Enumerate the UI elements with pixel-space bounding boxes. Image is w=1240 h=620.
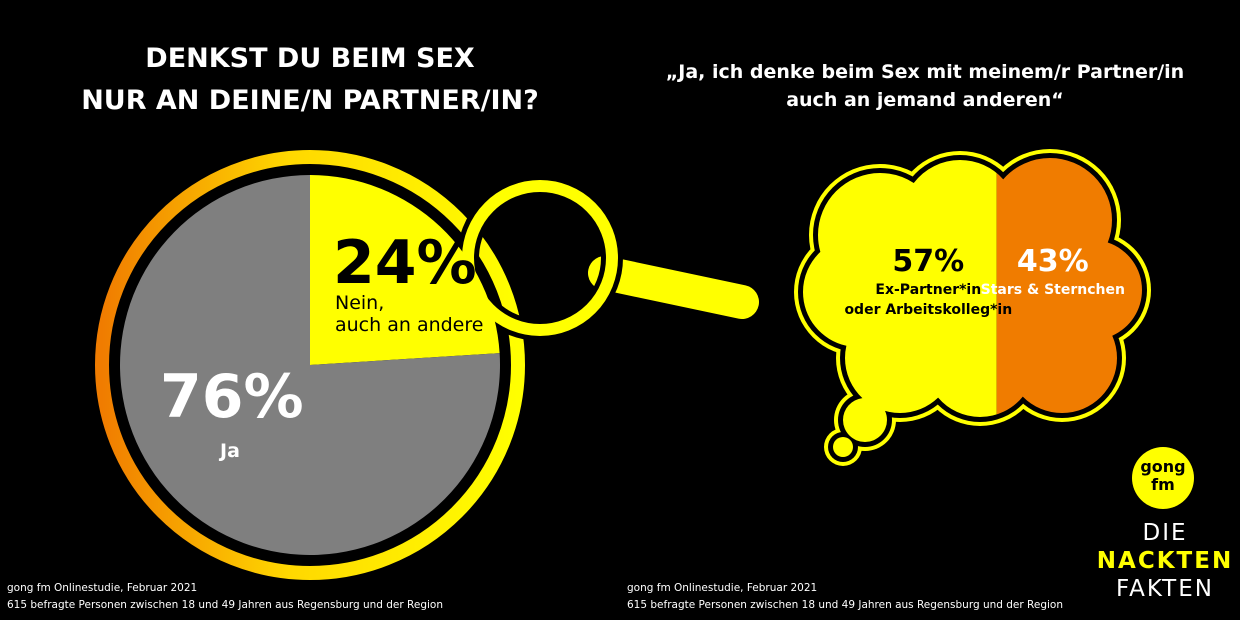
chart-title: „Ja, ich denke beim Sex mit meinem/r Par… (665, 61, 1185, 111)
category-label: Nein, auch an andere (335, 292, 484, 336)
value-label: 43% (1016, 244, 1089, 279)
value-label: 57% (892, 244, 965, 279)
pie-slice (120, 175, 501, 556)
magnifier (457, 175, 768, 341)
logo-badge (1132, 447, 1194, 509)
pie (120, 175, 501, 556)
value-label: 24% (333, 228, 477, 298)
footer-note: gong fm Onlinestudie, Februar 2021 (627, 582, 818, 594)
category-label: Ja (220, 440, 240, 462)
logo-line: DIE (1142, 520, 1188, 546)
pie-slice (310, 175, 500, 365)
pie-ring (95, 150, 525, 580)
footer-note: gong fm Onlinestudie, Februar 2021 (7, 582, 198, 594)
cloud (794, 149, 1151, 466)
category-label: Ex-Partner*in oder Arbeitskolleg*in (844, 282, 1013, 318)
logo-line: FAKTEN (1116, 576, 1214, 602)
footer-note: 615 befragte Personen zwischen 18 und 49… (627, 599, 1063, 611)
footer-note: 615 befragte Personen zwischen 18 und 49… (7, 599, 443, 611)
category-label: Stars & Sternchen (980, 282, 1125, 298)
logo-line: NACKTEN (1096, 548, 1234, 574)
value-label: 76% (160, 362, 304, 432)
logo-badge-text: gong fm (1140, 457, 1186, 494)
chart-title: DENKST DU BEIM SEX NUR AN DEINE/N PARTNE… (81, 43, 539, 116)
